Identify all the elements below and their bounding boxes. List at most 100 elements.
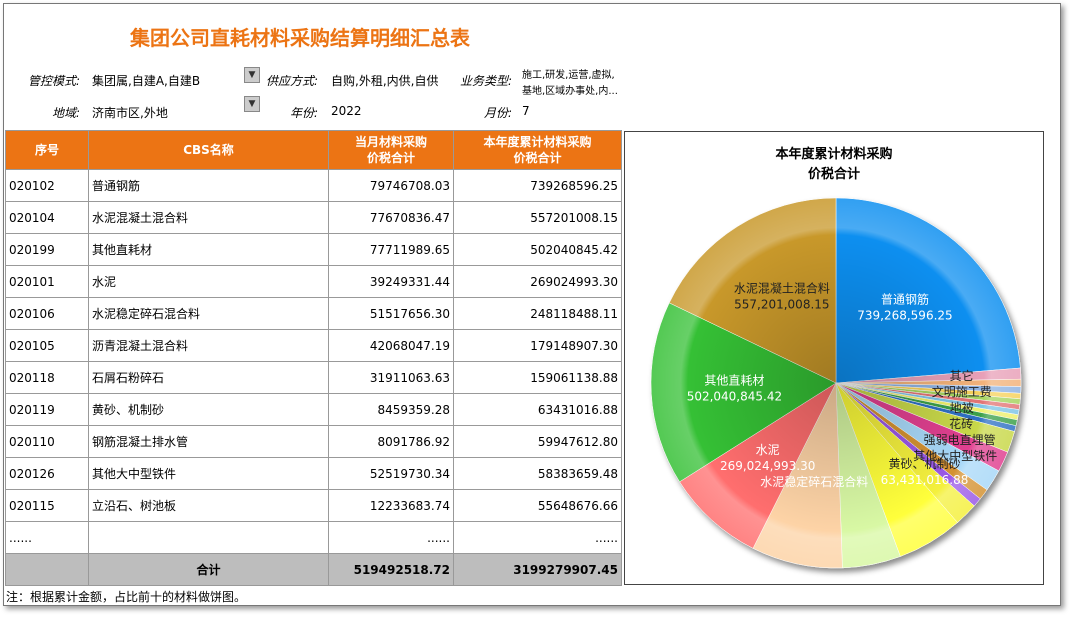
filter-label: 业务类型: (459, 74, 512, 88)
data-row: 020102 普通钢筋 79746708.03 739268596.25 (5, 169, 622, 202)
slice-value-label: 557,201,008.15 (734, 297, 829, 311)
slice-label: 花砖 (949, 416, 973, 431)
table-cell: 31911063.63 (328, 361, 454, 394)
slice-label: 水泥 (756, 443, 780, 457)
table-cell: 020126 (5, 457, 89, 490)
table-cell: 79746708.03 (328, 169, 454, 202)
data-row: 020119 黄砂、机制砂 8459359.28 63431016.88 (5, 393, 622, 426)
table-cell: 502040845.42 (453, 233, 622, 266)
column-header: 本年度累计材料采购 价税合计 (453, 130, 622, 170)
table-cell: 020102 (5, 169, 89, 202)
column-header: 序号 (5, 130, 89, 170)
filter-label: 月份: (483, 106, 512, 120)
data-row: 020101 水泥 39249331.44 269024993.30 (5, 265, 622, 298)
table-cell: 其他大中型铁件 (88, 457, 329, 490)
data-row: .................. (5, 521, 622, 554)
table-cell: 58383659.48 (453, 457, 622, 490)
table-cell: 普通钢筋 (88, 169, 329, 202)
chart-title: 本年度累计材料采购 (775, 146, 892, 162)
header-text: 本年度累计材料采购 (483, 135, 592, 149)
slice-label: 其他直耗材 (704, 373, 764, 387)
header-text: 价税合计 (513, 151, 562, 165)
slice-value-label: 739,268,596.25 (857, 309, 952, 323)
dropdown-button[interactable]: ▼ (244, 67, 260, 83)
report-title: 集团公司直耗材料采购结算明细汇总表 (130, 26, 470, 50)
slice-label: 黄砂、机制砂 (888, 457, 960, 471)
table-cell: ...... (5, 521, 89, 554)
slice-label: 其它 (950, 368, 974, 383)
table-cell: 合计 (88, 553, 329, 586)
table-cell: 黄砂、机制砂 (88, 393, 329, 426)
slice-value-label: 63,431,016.88 (881, 473, 969, 487)
filter-value: 7 (522, 104, 530, 118)
slice-label: 其他大中型铁件 (913, 448, 997, 463)
header-text: 序号 (34, 143, 59, 157)
table-cell: 8091786.92 (328, 425, 454, 458)
table-cell: 12233683.74 (328, 489, 454, 522)
table-cell: 020118 (5, 361, 89, 394)
column-header: 当月材料采购 价税合计 (328, 130, 454, 170)
dropdown-button[interactable]: ▼ (244, 96, 260, 112)
data-row: 020105 沥青混凝土混合料 42068047.19 179148907.30 (5, 329, 622, 362)
table-note: 注：根据累计金额，占比前十的材料做饼图。 (6, 590, 247, 604)
header-text: CBS名称 (183, 143, 234, 157)
filter-value: 济南市区,外地 (92, 106, 168, 120)
table-cell: 水泥 (88, 265, 329, 298)
table-cell: 39249331.44 (328, 265, 454, 298)
data-row: 020104 水泥混凝土混合料 77670836.47 557201008.15 (5, 201, 622, 234)
table-cell: 248118488.11 (453, 297, 622, 330)
filter-label: 地域: (51, 106, 80, 120)
header-row: 序号 CBS名称 当月材料采购 价税合计 本年度累计材料采购 价税合计 (5, 130, 622, 170)
slice-value-label: 502,040,845.42 (687, 389, 782, 403)
filter-value: 施工,研发,运营,虚拟, (522, 70, 615, 81)
table-cell: 其他直耗材 (88, 233, 329, 266)
data-row: 020118 石屑石粉碎石 31911063.63 159061138.88 (5, 361, 622, 394)
chart-title: 价税合计 (808, 166, 860, 182)
data-row: 020199 其他直耗材 77711989.65 502040845.42 (5, 233, 622, 266)
summary-table: 序号 CBS名称 当月材料采购 价税合计 本年度累计材料采购 价税合计 020102 普通钢筋… (5, 130, 622, 586)
filter-value: 集团属,自建A,自建B (92, 74, 201, 88)
table-cell: 水泥稳定碎石混合料 (88, 297, 329, 330)
filter-value: 2022 (331, 104, 362, 118)
table-cell: 42068047.19 (328, 329, 454, 362)
table-cell: 269024993.30 (453, 265, 622, 298)
table-cell: 77711989.65 (328, 233, 454, 266)
table-cell: 020110 (5, 425, 89, 458)
slice-label: 普通钢筋 (881, 292, 929, 307)
filter-label: 年份: (289, 106, 318, 120)
table-cell: 3199279907.45 (453, 553, 622, 586)
table-cell: 020105 (5, 329, 89, 362)
data-row: 020126 其他大中型铁件 52519730.34 58383659.48 (5, 457, 622, 490)
table-cell: 55648676.66 (453, 489, 622, 522)
table-cell: 77670836.47 (328, 201, 454, 234)
table-cell: 739268596.25 (453, 169, 622, 202)
slice-label: 地被 (950, 401, 974, 415)
slice-label: 水泥稳定碎石混合料 (760, 474, 868, 489)
header-text: 当月材料采购 (354, 135, 427, 149)
slice-label: 文明施工费 (932, 384, 992, 399)
slice-label: 强弱电直埋管 (924, 432, 996, 447)
table-cell: 159061138.88 (453, 361, 622, 394)
table-cell: 水泥混凝土混合料 (88, 201, 329, 234)
table-cell: 020104 (5, 201, 89, 234)
column-header: CBS名称 (88, 130, 329, 170)
table-cell: 52519730.34 (328, 457, 454, 490)
filter-label: 供应方式: (265, 74, 318, 88)
table-cell: 020106 (5, 297, 89, 330)
table-cell: 63431016.88 (453, 393, 622, 426)
total-row: 合计 519492518.72 3199279907.45 (5, 553, 622, 586)
table-cell: 石屑石粉碎石 (88, 361, 329, 394)
table-cell: 8459359.28 (328, 393, 454, 426)
table-cell: 557201008.15 (453, 201, 622, 234)
table-cell: 51517656.30 (328, 297, 454, 330)
data-row: 020115 立沿石、树池板 12233683.74 55648676.66 (5, 489, 622, 522)
filter-value: 基地,区域办事处,内... (522, 86, 618, 97)
table-cell: 59947612.80 (453, 425, 622, 458)
data-row: 020106 水泥稳定碎石混合料 51517656.30 248118488.11 (5, 297, 622, 330)
table-cell: 020119 (5, 393, 89, 426)
header-text: 价税合计 (366, 151, 415, 165)
table-cell: ...... (328, 521, 454, 554)
pie-slice (835, 197, 1021, 384)
